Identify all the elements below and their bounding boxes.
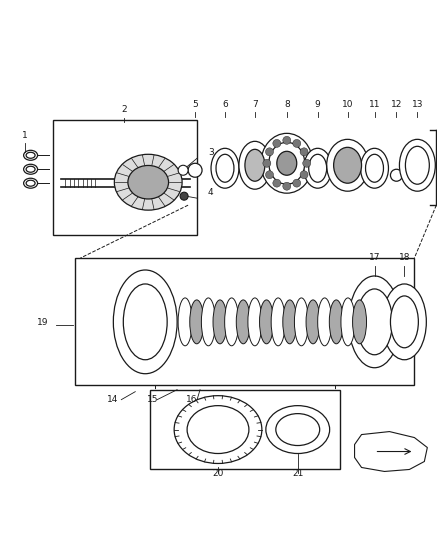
Ellipse shape — [390, 296, 418, 348]
Ellipse shape — [329, 300, 343, 344]
Text: 19: 19 — [37, 318, 48, 327]
Ellipse shape — [277, 151, 297, 175]
Text: 12: 12 — [391, 100, 402, 109]
Circle shape — [265, 148, 273, 156]
Ellipse shape — [334, 147, 361, 183]
Ellipse shape — [26, 166, 35, 172]
Circle shape — [390, 169, 403, 181]
Circle shape — [300, 171, 308, 179]
Ellipse shape — [213, 300, 227, 344]
Ellipse shape — [26, 152, 35, 158]
Ellipse shape — [225, 298, 239, 346]
Ellipse shape — [216, 154, 234, 182]
Ellipse shape — [271, 298, 285, 346]
Text: 6: 6 — [222, 100, 228, 109]
Ellipse shape — [309, 154, 327, 182]
Text: 11: 11 — [369, 100, 380, 109]
Ellipse shape — [24, 150, 38, 160]
Ellipse shape — [266, 406, 330, 454]
Ellipse shape — [406, 147, 429, 184]
Circle shape — [178, 165, 188, 175]
Text: 20: 20 — [212, 470, 224, 479]
Ellipse shape — [318, 298, 332, 346]
Ellipse shape — [124, 284, 167, 360]
Text: 1: 1 — [22, 131, 28, 140]
Ellipse shape — [304, 148, 332, 188]
Ellipse shape — [236, 300, 250, 344]
Ellipse shape — [382, 284, 426, 360]
Ellipse shape — [26, 180, 35, 186]
Text: 14: 14 — [106, 394, 118, 403]
Circle shape — [300, 148, 308, 156]
Text: 2: 2 — [121, 106, 127, 115]
Ellipse shape — [349, 276, 400, 368]
Ellipse shape — [260, 300, 273, 344]
Circle shape — [283, 136, 291, 144]
Ellipse shape — [239, 141, 271, 189]
Bar — [53, 120, 197, 235]
Ellipse shape — [261, 133, 313, 193]
Polygon shape — [150, 390, 339, 470]
Text: 3: 3 — [208, 148, 214, 157]
Circle shape — [265, 171, 273, 179]
Ellipse shape — [360, 148, 389, 188]
Text: 18: 18 — [399, 253, 410, 262]
Ellipse shape — [201, 298, 215, 346]
Circle shape — [293, 179, 301, 187]
Ellipse shape — [128, 165, 169, 199]
Circle shape — [180, 192, 188, 200]
Text: 16: 16 — [186, 394, 198, 403]
Ellipse shape — [276, 414, 320, 446]
Circle shape — [273, 179, 281, 187]
Ellipse shape — [327, 139, 368, 191]
Text: 5: 5 — [192, 100, 198, 109]
Ellipse shape — [24, 178, 38, 188]
Circle shape — [293, 140, 301, 148]
Circle shape — [283, 182, 291, 190]
Text: 13: 13 — [412, 100, 423, 109]
Text: 7: 7 — [252, 100, 258, 109]
Ellipse shape — [294, 298, 308, 346]
Ellipse shape — [114, 154, 182, 210]
Ellipse shape — [178, 298, 192, 346]
Ellipse shape — [306, 300, 320, 344]
Text: 9: 9 — [315, 100, 321, 109]
Ellipse shape — [190, 300, 204, 344]
Circle shape — [273, 140, 281, 148]
Ellipse shape — [399, 139, 435, 191]
Circle shape — [188, 163, 202, 177]
Ellipse shape — [283, 300, 297, 344]
Ellipse shape — [248, 298, 262, 346]
Text: 15: 15 — [146, 394, 158, 403]
Ellipse shape — [113, 270, 177, 374]
Ellipse shape — [245, 149, 265, 181]
Ellipse shape — [269, 142, 305, 184]
Ellipse shape — [357, 289, 392, 355]
Ellipse shape — [366, 154, 384, 182]
Ellipse shape — [211, 148, 239, 188]
Ellipse shape — [24, 164, 38, 174]
Text: 17: 17 — [369, 253, 380, 262]
Ellipse shape — [353, 300, 367, 344]
Circle shape — [263, 159, 271, 167]
Circle shape — [303, 159, 311, 167]
Text: 10: 10 — [342, 100, 353, 109]
Polygon shape — [355, 432, 427, 472]
Text: 4: 4 — [208, 188, 214, 197]
Polygon shape — [75, 258, 414, 385]
Ellipse shape — [341, 298, 355, 346]
Text: 21: 21 — [292, 470, 304, 479]
Text: 8: 8 — [284, 100, 290, 109]
Ellipse shape — [174, 395, 262, 464]
Ellipse shape — [187, 406, 249, 454]
